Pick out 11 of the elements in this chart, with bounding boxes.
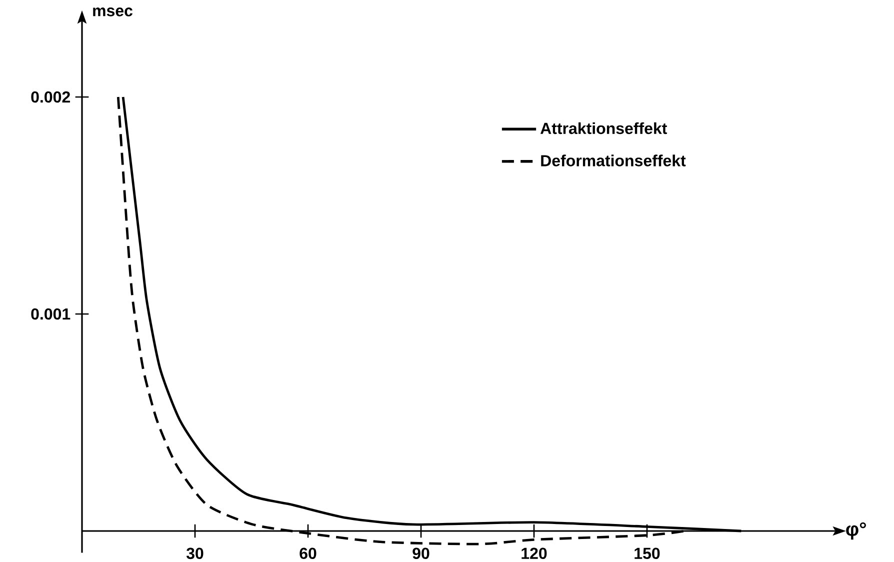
y-tick-label: 0.002 [31,91,70,103]
y-tick-label: 0.001 [31,308,70,320]
x-tick-label: 30 [186,548,204,560]
legend-label: Deformationseffekt [541,154,686,166]
legend-label: Attraktionseffekt [540,122,667,134]
x-axis-title: φ° [846,522,866,540]
x-tick-label: 60 [300,548,316,560]
x-tick-label: 120 [522,548,547,560]
y-axis-title: msec [93,8,132,16]
x-tick-label: 90 [412,548,430,560]
x-tick-label: 150 [634,548,660,560]
